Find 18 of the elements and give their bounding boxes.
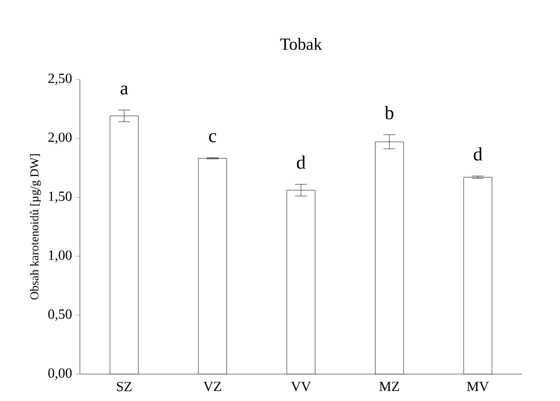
y-tick-label: 1,00 — [48, 250, 72, 262]
annotation: c — [209, 133, 216, 142]
chart-title: Tobak — [280, 38, 322, 50]
annotation: b — [384, 106, 394, 120]
y-tick-label: 0,50 — [48, 309, 72, 321]
annotation: a — [120, 85, 128, 95]
y-tick-label: 0,00 — [48, 368, 72, 380]
annotation: d — [296, 155, 306, 169]
y-tick-label: 2,50 — [48, 74, 72, 86]
x-tick-label: MZ — [379, 382, 400, 391]
x-tick-label: VV — [291, 382, 311, 392]
x-tick-label: MV — [466, 382, 489, 392]
annotation: d — [474, 147, 482, 161]
x-tick-label: SZ — [116, 382, 132, 392]
y-axis-title: Obsah karotenoidů [µg/g DW] — [30, 154, 41, 300]
y-tick-label: 2,00 — [48, 132, 72, 144]
x-tick-label: VZ — [203, 382, 222, 392]
y-tick-label: 1,50 — [48, 192, 72, 203]
